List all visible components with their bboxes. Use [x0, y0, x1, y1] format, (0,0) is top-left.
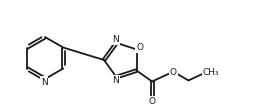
- Text: N: N: [41, 78, 47, 86]
- Text: O: O: [136, 43, 143, 52]
- Text: N: N: [112, 76, 119, 85]
- Text: N: N: [113, 35, 119, 44]
- Text: O: O: [149, 97, 156, 106]
- Text: CH₃: CH₃: [203, 68, 219, 77]
- Text: O: O: [170, 68, 177, 77]
